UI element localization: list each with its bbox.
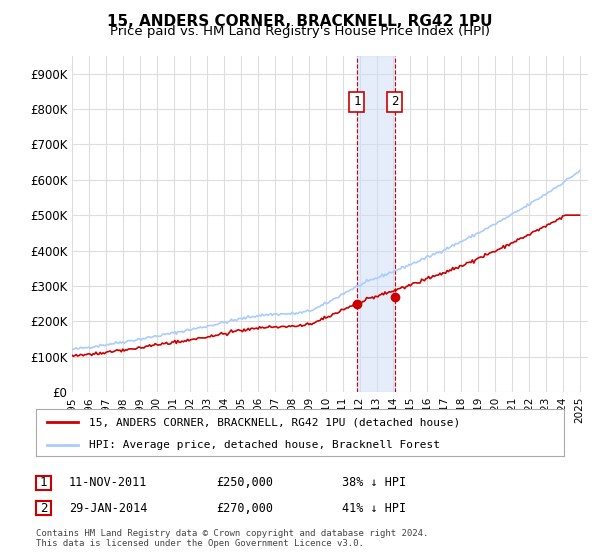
Text: Contains HM Land Registry data © Crown copyright and database right 2024.: Contains HM Land Registry data © Crown c…: [36, 529, 428, 538]
Text: 1: 1: [353, 95, 361, 109]
Text: 2: 2: [40, 502, 47, 515]
Text: This data is licensed under the Open Government Licence v3.0.: This data is licensed under the Open Gov…: [36, 539, 364, 548]
Text: 1: 1: [40, 477, 47, 489]
Text: 41% ↓ HPI: 41% ↓ HPI: [342, 502, 406, 515]
Text: £270,000: £270,000: [216, 502, 273, 515]
Text: 15, ANDERS CORNER, BRACKNELL, RG42 1PU: 15, ANDERS CORNER, BRACKNELL, RG42 1PU: [107, 14, 493, 29]
Text: Price paid vs. HM Land Registry's House Price Index (HPI): Price paid vs. HM Land Registry's House …: [110, 25, 490, 38]
Text: £250,000: £250,000: [216, 477, 273, 489]
Text: 2: 2: [391, 95, 398, 109]
Text: 38% ↓ HPI: 38% ↓ HPI: [342, 477, 406, 489]
Text: HPI: Average price, detached house, Bracknell Forest: HPI: Average price, detached house, Brac…: [89, 440, 440, 450]
Text: 15, ANDERS CORNER, BRACKNELL, RG42 1PU (detached house): 15, ANDERS CORNER, BRACKNELL, RG42 1PU (…: [89, 417, 460, 427]
Text: 11-NOV-2011: 11-NOV-2011: [69, 477, 148, 489]
Bar: [357, 56, 395, 392]
Text: 29-JAN-2014: 29-JAN-2014: [69, 502, 148, 515]
